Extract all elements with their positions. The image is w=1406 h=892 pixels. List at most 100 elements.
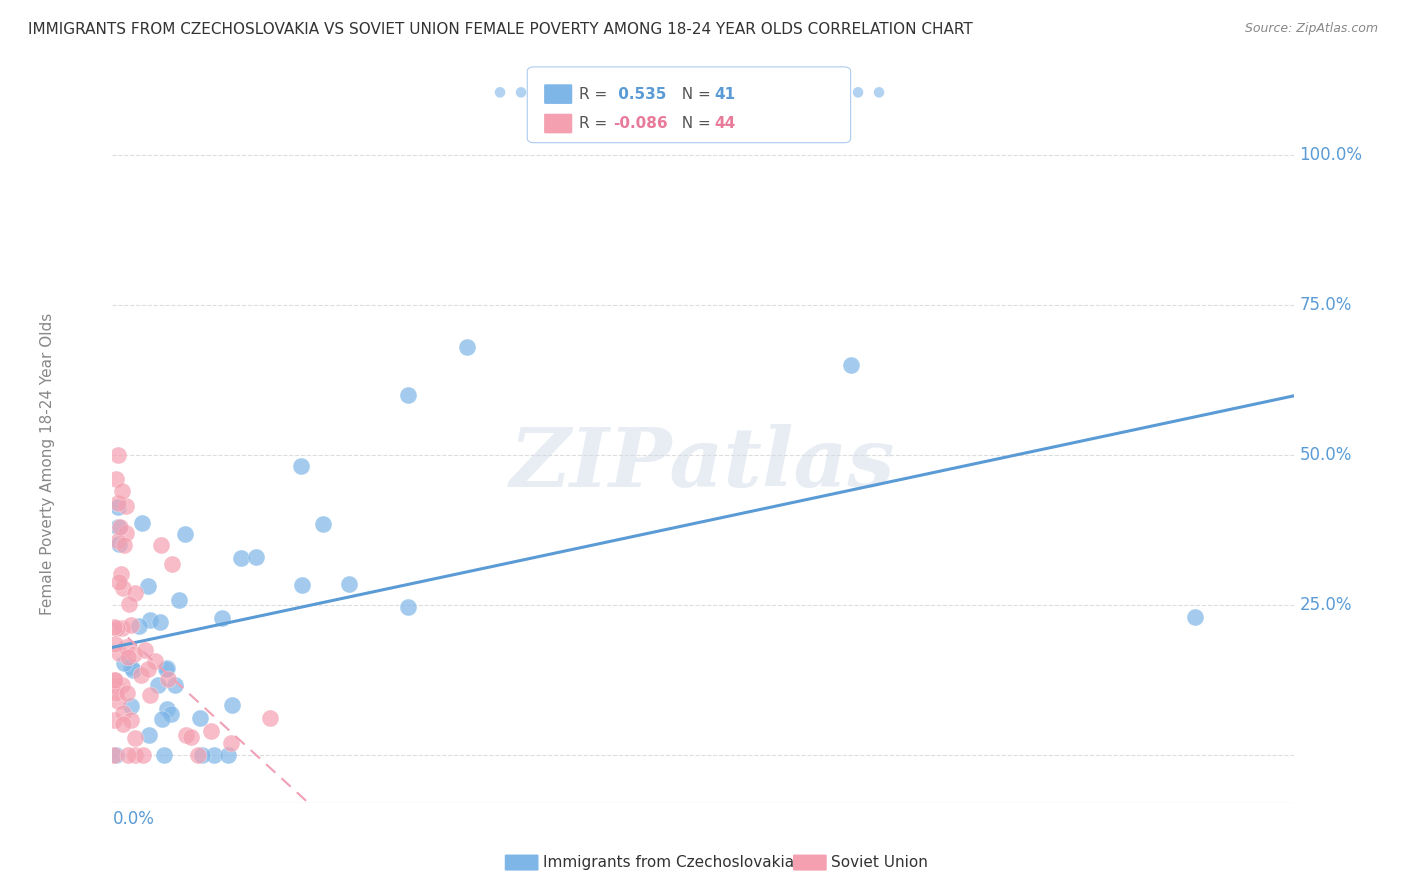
Text: ●: ● bbox=[873, 85, 884, 98]
Point bbox=[112, 706, 135, 721]
Point bbox=[115, 686, 138, 700]
Point bbox=[110, 678, 132, 692]
Point bbox=[120, 618, 142, 632]
Text: 75.0%: 75.0% bbox=[1299, 296, 1351, 314]
Point bbox=[104, 673, 127, 687]
Point bbox=[191, 747, 214, 762]
Text: 0.0%: 0.0% bbox=[112, 810, 155, 828]
Point bbox=[107, 693, 129, 707]
Point bbox=[155, 662, 177, 676]
Point bbox=[229, 550, 252, 565]
Point bbox=[103, 673, 125, 687]
Point bbox=[312, 516, 335, 531]
Point bbox=[108, 575, 131, 590]
Point bbox=[138, 578, 160, 592]
Text: N =: N = bbox=[672, 116, 716, 131]
Point bbox=[839, 358, 862, 372]
Point bbox=[105, 747, 128, 762]
Point bbox=[187, 747, 209, 762]
Point bbox=[139, 689, 162, 703]
Point bbox=[107, 496, 129, 510]
Point bbox=[112, 581, 135, 595]
Point bbox=[221, 698, 243, 713]
Point bbox=[107, 448, 129, 462]
Text: N =: N = bbox=[672, 87, 716, 102]
Point bbox=[128, 619, 150, 633]
Point bbox=[337, 577, 360, 591]
Text: 0.535: 0.535 bbox=[613, 87, 666, 102]
Point bbox=[160, 707, 183, 722]
Point bbox=[188, 711, 211, 725]
Point bbox=[114, 525, 136, 540]
Point bbox=[115, 640, 138, 654]
Text: ●: ● bbox=[515, 85, 526, 98]
Point bbox=[456, 340, 478, 354]
Point bbox=[290, 458, 312, 473]
Point bbox=[150, 712, 173, 726]
Point bbox=[156, 661, 179, 675]
Text: R =: R = bbox=[579, 87, 613, 102]
Point bbox=[150, 538, 173, 552]
Point bbox=[160, 557, 183, 571]
Point bbox=[180, 730, 202, 744]
Point bbox=[143, 654, 166, 668]
Point bbox=[156, 702, 179, 716]
Text: ●: ● bbox=[494, 85, 505, 98]
Point bbox=[173, 526, 195, 541]
Point bbox=[136, 662, 159, 676]
Point bbox=[174, 728, 197, 742]
Point bbox=[1184, 610, 1206, 624]
Point bbox=[117, 597, 139, 611]
Point bbox=[103, 620, 125, 634]
Point bbox=[105, 472, 128, 486]
Point bbox=[112, 656, 135, 670]
Point bbox=[122, 664, 145, 678]
Point bbox=[138, 728, 160, 742]
Point bbox=[124, 731, 146, 745]
Point bbox=[120, 713, 142, 727]
Point bbox=[259, 710, 281, 724]
Text: 25.0%: 25.0% bbox=[1299, 596, 1353, 614]
Text: 41: 41 bbox=[714, 87, 735, 102]
Point bbox=[117, 650, 139, 665]
Point bbox=[107, 534, 129, 549]
Point bbox=[105, 622, 128, 636]
Point bbox=[152, 747, 174, 762]
Point bbox=[107, 520, 129, 534]
Point bbox=[131, 516, 153, 531]
Point bbox=[117, 747, 139, 762]
Point bbox=[104, 686, 127, 700]
Text: -0.086: -0.086 bbox=[613, 116, 668, 131]
Text: 44: 44 bbox=[714, 116, 735, 131]
Point bbox=[157, 672, 180, 686]
Text: ●: ● bbox=[852, 85, 863, 98]
Point bbox=[132, 747, 155, 762]
Text: 50.0%: 50.0% bbox=[1299, 446, 1351, 464]
Point bbox=[122, 648, 145, 662]
Point bbox=[110, 566, 132, 581]
Text: Source: ZipAtlas.com: Source: ZipAtlas.com bbox=[1244, 22, 1378, 36]
Point bbox=[110, 520, 132, 534]
Point bbox=[120, 698, 142, 713]
Point bbox=[108, 647, 131, 661]
Text: Soviet Union: Soviet Union bbox=[831, 855, 928, 870]
Point bbox=[217, 747, 239, 762]
Point bbox=[120, 660, 142, 674]
Point bbox=[291, 578, 314, 592]
Point bbox=[115, 500, 138, 514]
Point bbox=[165, 678, 187, 692]
Point bbox=[245, 550, 267, 565]
Point bbox=[107, 537, 129, 551]
Point bbox=[111, 621, 134, 635]
Point bbox=[396, 388, 419, 402]
Text: ZIPatlas: ZIPatlas bbox=[510, 424, 896, 504]
Point bbox=[219, 736, 242, 750]
Text: Immigrants from Czechoslovakia: Immigrants from Czechoslovakia bbox=[543, 855, 794, 870]
Point bbox=[103, 747, 125, 762]
Text: IMMIGRANTS FROM CZECHOSLOVAKIA VS SOVIET UNION FEMALE POVERTY AMONG 18-24 YEAR O: IMMIGRANTS FROM CZECHOSLOVAKIA VS SOVIET… bbox=[28, 22, 973, 37]
Point bbox=[396, 600, 419, 615]
Point bbox=[139, 613, 162, 627]
Point bbox=[111, 483, 134, 498]
Point bbox=[129, 668, 152, 682]
Point bbox=[146, 678, 169, 692]
